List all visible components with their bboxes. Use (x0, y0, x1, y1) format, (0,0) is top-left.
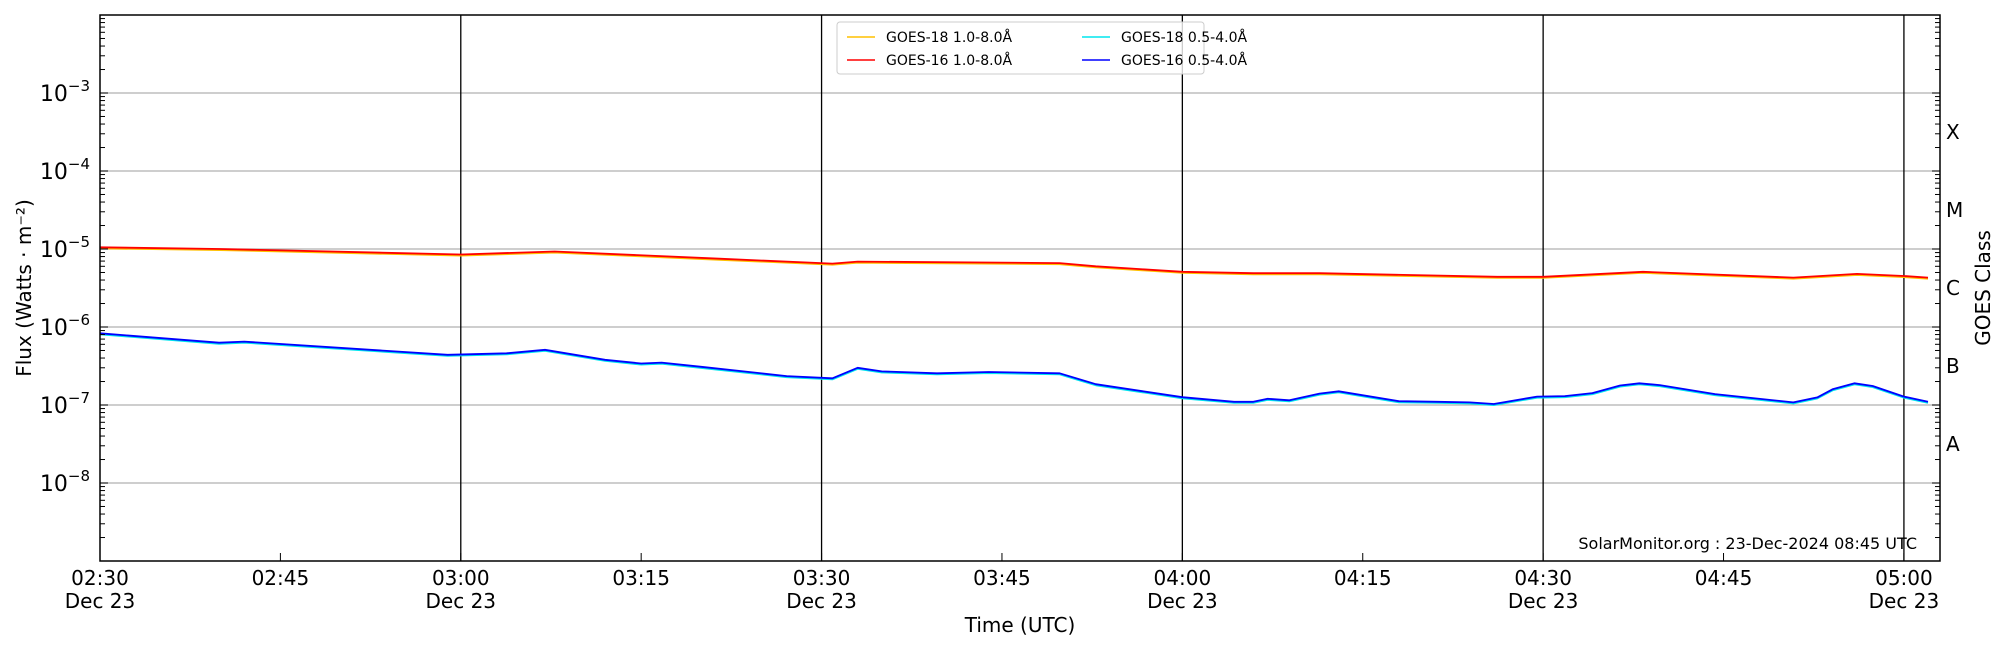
x-tick-date: Dec 23 (65, 589, 136, 613)
legend-label: GOES-16 0.5-4.0Å (1121, 52, 1247, 69)
goes-class-m: M (1946, 198, 1963, 222)
y-tick-base: 10 (40, 472, 68, 497)
y-tick-label: 10−3 (40, 77, 90, 107)
y-tick-base: 10 (40, 82, 68, 107)
x-tick-time: 04:15 (1334, 566, 1392, 590)
source-annotation: SolarMonitor.org : 23-Dec-2024 08:45 UTC (1578, 534, 1917, 553)
goes-class-a: A (1946, 432, 1960, 456)
x-tick-date: Dec 23 (426, 589, 497, 613)
y-tick-label: 10−7 (40, 389, 90, 419)
series-line-goes-16-0-5-4-0- (99, 332, 1929, 405)
axis-ticks (99, 18, 1940, 562)
plot-frame (99, 14, 1941, 562)
goes-class-labels: X M C B A (1946, 120, 1963, 456)
y-tick-exponent: −4 (68, 155, 90, 173)
x-tick-time: 04:45 (1695, 566, 1753, 590)
y-tick-base: 10 (40, 160, 68, 185)
y-axis-label: Flux (Watts · m⁻²) (12, 199, 36, 377)
x-tick-time: 02:45 (252, 566, 310, 590)
y-tick-base: 10 (40, 394, 68, 419)
y-tick-exponent: −7 (68, 389, 90, 407)
x-tick-time: 03:45 (973, 566, 1031, 590)
y2-axis-label: GOES Class (1971, 230, 1995, 346)
series-line-goes-18-1-0-8-0- (99, 247, 1929, 280)
x-tick-time: 04:00 (1154, 566, 1212, 590)
legend-label: GOES-16 1.0-8.0Å (886, 52, 1012, 69)
series-lines (99, 246, 1929, 407)
y-tick-exponent: −3 (68, 77, 90, 95)
day-lines (460, 15, 1905, 561)
y-tick-label: 10−5 (40, 233, 90, 263)
goes-class-x: X (1946, 120, 1960, 144)
goes-class-b: B (1946, 354, 1960, 378)
x-axis-label: Time (UTC) (964, 613, 1076, 637)
y-tick-label: 10−8 (40, 467, 90, 497)
x-tick-date: Dec 23 (786, 589, 857, 613)
grid (100, 92, 1940, 484)
series-line-goes-16-1-0-8-0- (99, 246, 1929, 279)
y-tick-label: 10−4 (40, 155, 90, 185)
y-tick-exponent: −6 (68, 311, 90, 329)
x-tick-date: Dec 23 (1508, 589, 1579, 613)
goes-class-c: C (1946, 276, 1960, 300)
y-tick-base: 10 (40, 238, 68, 263)
series-line-goes-18-0-5-4-0- (99, 333, 1929, 407)
y-tick-label: 10−6 (40, 311, 90, 341)
y-tick-base: 10 (40, 316, 68, 341)
x-tick-date: Dec 23 (1147, 589, 1218, 613)
legend-label: GOES-18 0.5-4.0Å (1121, 29, 1247, 46)
x-tick-time: 03:30 (793, 566, 851, 590)
legend-box (836, 21, 1205, 75)
legend-label: GOES-18 1.0-8.0Å (886, 29, 1012, 46)
y-tick-labels: 10−310−410−510−610−710−8 (40, 77, 90, 497)
x-tick-time: 04:30 (1514, 566, 1572, 590)
x-tick-date: Dec 23 (1869, 589, 1940, 613)
y-tick-exponent: −5 (68, 233, 90, 251)
y-tick-exponent: −8 (68, 467, 90, 485)
legend: GOES-18 1.0-8.0Å GOES-18 0.5-4.0Å GOES-16 … (836, 21, 1247, 75)
x-tick-time: 05:00 (1875, 566, 1933, 590)
x-tick-time: 03:15 (612, 566, 670, 590)
x-tick-time: 02:30 (71, 566, 129, 590)
x-tick-time: 03:00 (432, 566, 490, 590)
